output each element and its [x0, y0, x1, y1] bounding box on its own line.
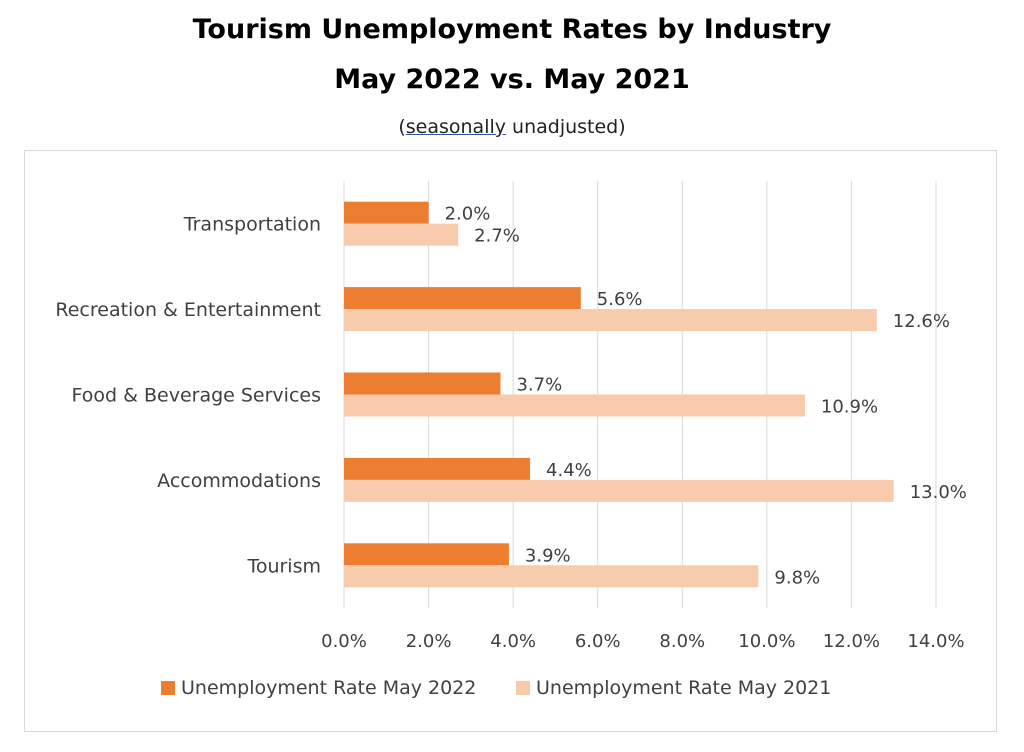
x-tick-label: 14.0%	[907, 631, 964, 652]
x-tick-label: 10.0%	[738, 631, 795, 652]
category-label: Transportation	[183, 214, 321, 236]
category-label: Accommodations	[157, 470, 321, 492]
legend-swatch	[516, 681, 530, 695]
data-label: 5.6%	[597, 289, 643, 310]
bar-chart: 0.0% 2.0% 4.0% 6.0% 8.0% 10.0% 12.0% 14.0% Trans…	[55, 181, 967, 699]
data-label: 9.8%	[774, 567, 820, 588]
chart-note-prefix: (	[398, 116, 406, 138]
chart-note: (seasonally unadjusted)	[0, 116, 1024, 138]
bar-may-2021	[344, 309, 877, 332]
data-label: 3.7%	[516, 375, 562, 396]
category-label: Recreation & Entertainment	[55, 299, 321, 321]
chart-area: 0.0% 2.0% 4.0% 6.0% 8.0% 10.0% 12.0% 14.0% Trans…	[24, 150, 997, 732]
bar-may-2021	[344, 565, 759, 588]
data-label: 3.9%	[525, 545, 571, 566]
data-label: 2.0%	[445, 204, 491, 225]
x-tick-label: 0.0%	[321, 631, 367, 652]
bar-may-2022	[344, 457, 531, 480]
category-label: Food & Beverage Services	[72, 385, 321, 407]
x-tick-label: 6.0%	[575, 631, 621, 652]
data-label: 10.9%	[821, 397, 878, 418]
legend-swatch	[161, 681, 175, 695]
chart-note-suffix: unadjusted)	[506, 116, 626, 138]
bar-may-2021	[344, 479, 894, 502]
data-label: 2.7%	[474, 226, 520, 247]
chart-note-underlined: seasonally	[405, 116, 506, 138]
bar-may-2022	[344, 287, 581, 310]
bar-may-2022	[344, 543, 509, 566]
category-label: Tourism	[246, 555, 321, 577]
legend-label: Unemployment Rate May 2021	[536, 677, 831, 699]
data-label: 4.4%	[546, 460, 592, 481]
x-tick-label: 2.0%	[406, 631, 452, 652]
data-label: 13.0%	[910, 482, 967, 503]
x-tick-label: 4.0%	[490, 631, 536, 652]
x-tick-label: 8.0%	[659, 631, 705, 652]
legend-label: Unemployment Rate May 2022	[181, 677, 476, 699]
bar-may-2022	[344, 201, 429, 224]
bar-may-2021	[344, 223, 459, 246]
chart-title: Tourism Unemployment Rates by Industry	[192, 14, 832, 45]
x-tick-label: 12.0%	[823, 631, 880, 652]
bar-may-2022	[344, 372, 501, 395]
bar-may-2021	[344, 394, 805, 417]
chart-subtitle: May 2022 vs. May 2021	[334, 64, 690, 95]
data-label: 12.6%	[893, 311, 950, 332]
